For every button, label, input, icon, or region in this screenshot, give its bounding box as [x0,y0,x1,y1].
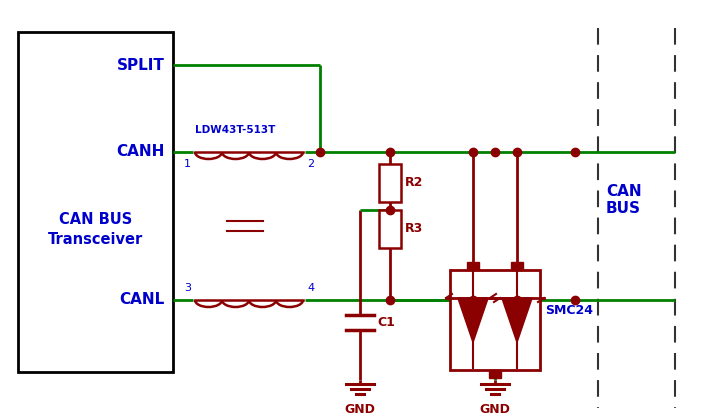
Text: GND: GND [479,403,510,416]
Text: 4: 4 [307,283,314,293]
Polygon shape [502,298,532,342]
Bar [511,262,523,270]
Bar [379,164,401,202]
Text: SPLIT: SPLIT [117,57,165,72]
Text: LDW43T-513T: LDW43T-513T [195,125,275,135]
Bar [18,32,173,372]
Text: 1: 1 [184,159,191,169]
Bar [467,262,479,270]
Text: 3: 3 [184,283,191,293]
Text: C1: C1 [377,316,395,329]
Text: 2: 2 [307,159,314,169]
Text: SMC24: SMC24 [545,304,593,317]
Text: CAN
BUS: CAN BUS [606,184,641,216]
Text: CAN BUS
Transceiver: CAN BUS Transceiver [48,212,143,247]
Bar [489,370,501,378]
Text: R3: R3 [405,223,423,235]
Text: CANL: CANL [120,292,165,307]
Polygon shape [458,298,488,342]
Text: GND: GND [345,403,376,416]
Text: R2: R2 [405,176,423,190]
Bar [450,270,540,370]
Text: CANH: CANH [116,144,165,159]
Bar [379,210,401,248]
